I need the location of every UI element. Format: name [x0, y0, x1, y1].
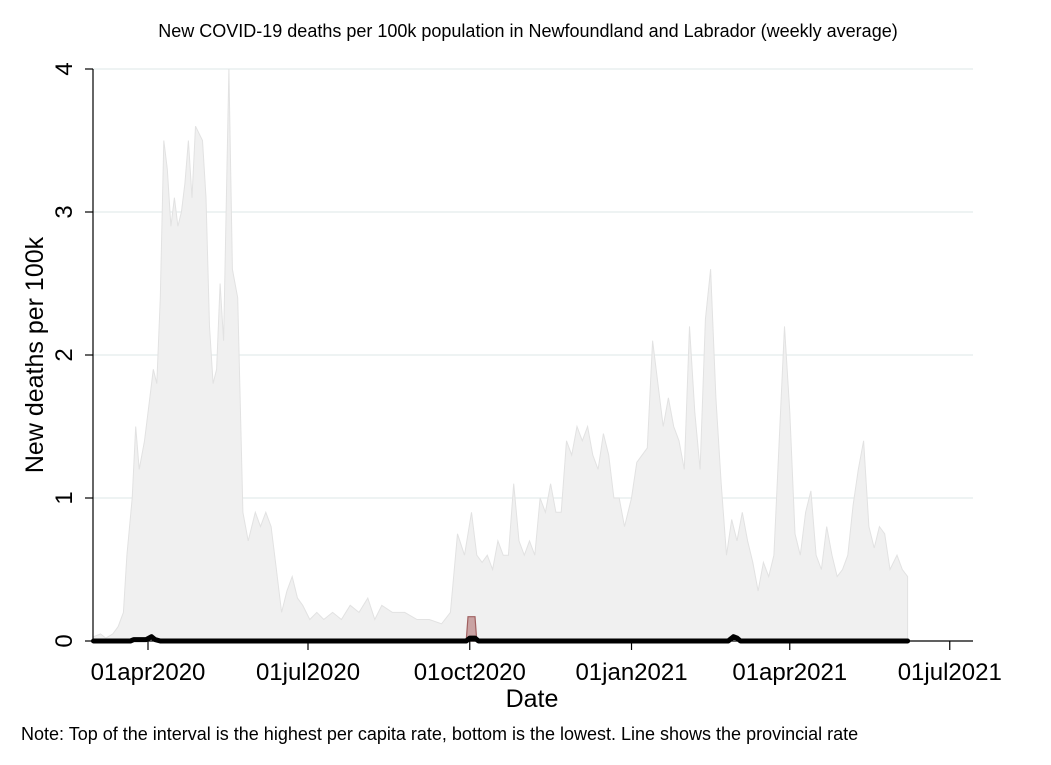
series-interval-area: [93, 68, 909, 642]
x-tick-label: 01jul2021: [898, 659, 1002, 686]
series-provincial-rate-line: [91, 634, 911, 644]
y-tick-label: 1: [51, 491, 78, 504]
x-tick-label: 01apr2020: [91, 659, 206, 686]
y-tick-label: 3: [51, 205, 78, 218]
tick-labels: 0 1 2 3 4 01apr2020 01jul2020 01oct2020 01jan202…: [51, 62, 1002, 686]
y-axis-title: New deaths per 100k: [21, 236, 49, 473]
y-tick-label: 4: [51, 62, 78, 75]
x-tick-label: 01oct2020: [414, 659, 526, 686]
area-layer: [91, 68, 911, 644]
chart-note: Note: Top of the interval is the highest…: [21, 724, 858, 744]
x-tick-label: 01jan2021: [575, 659, 687, 686]
x-tick-label: 01jul2020: [256, 659, 360, 686]
y-tick-label: 2: [51, 348, 78, 361]
x-axis-title: Date: [506, 685, 559, 713]
y-tick-label: 0: [51, 634, 78, 647]
x-tick-label: 01apr2021: [732, 659, 847, 686]
chart-title: New COVID-19 deaths per 100k population …: [158, 21, 897, 41]
